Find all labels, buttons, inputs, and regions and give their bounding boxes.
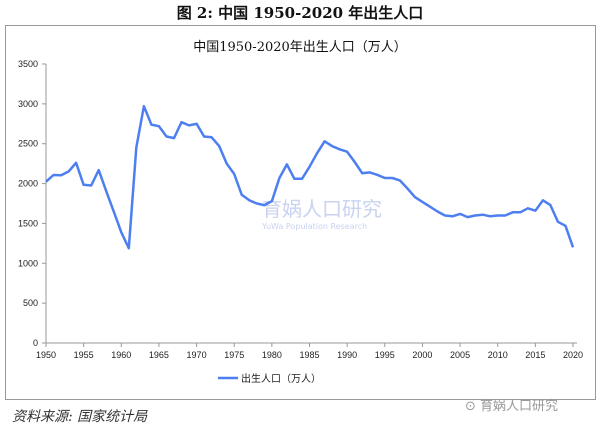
watermark-text: 育娲人口研究 [480, 399, 559, 414]
watermark: ⊙ 育娲人口研究 [465, 395, 558, 414]
x-tick-label: 2000 [412, 350, 432, 360]
x-tick-label: 1970 [187, 350, 207, 360]
x-tick-label: 1990 [337, 350, 357, 360]
figure-title: 图 2: 中国 1950-2020 年出生人口 [176, 4, 424, 22]
y-tick-label: 3000 [18, 99, 38, 109]
x-tick-label: 2015 [525, 350, 545, 360]
y-tick-label: 500 [23, 298, 38, 308]
center-watermark-sub: YuWa Population Research [262, 222, 368, 231]
series-line [45, 104, 575, 250]
x-tick-label: 1995 [375, 350, 395, 360]
y-tick-label: 0 [33, 338, 38, 348]
y-tick-label: 1500 [18, 218, 38, 228]
legend-label: 出生人口（万人） [241, 372, 321, 385]
x-tick-label: 1950 [36, 350, 56, 360]
x-tick-label: 2010 [488, 350, 508, 360]
y-tick-label: 2500 [18, 139, 38, 149]
x-tick-label: 1960 [111, 350, 131, 360]
x-tick-label: 1980 [262, 350, 282, 360]
x-tick-label: 1955 [74, 350, 94, 360]
chart-title: 中国1950-2020年出生人口（万人） [193, 40, 407, 55]
source-note: 资料来源: 国家统计局 [12, 409, 148, 425]
x-tick-label: 2005 [450, 350, 470, 360]
wechat-icon: ⊙ [465, 399, 481, 414]
chart-frame [5, 25, 596, 400]
x-tick-label: 1975 [224, 350, 244, 360]
x-tick-label: 1965 [149, 350, 169, 360]
x-tick-label: 2020 [563, 350, 583, 360]
center-watermark: 育娲人口研究 YuWa Population Research [230, 193, 382, 231]
y-tick-label: 3500 [18, 59, 38, 69]
center-watermark-text: 育娲人口研究 [262, 197, 382, 221]
y-tick-label: 1000 [18, 258, 38, 268]
y-tick-label: 2000 [18, 179, 38, 189]
x-tick-label: 1985 [299, 350, 319, 360]
